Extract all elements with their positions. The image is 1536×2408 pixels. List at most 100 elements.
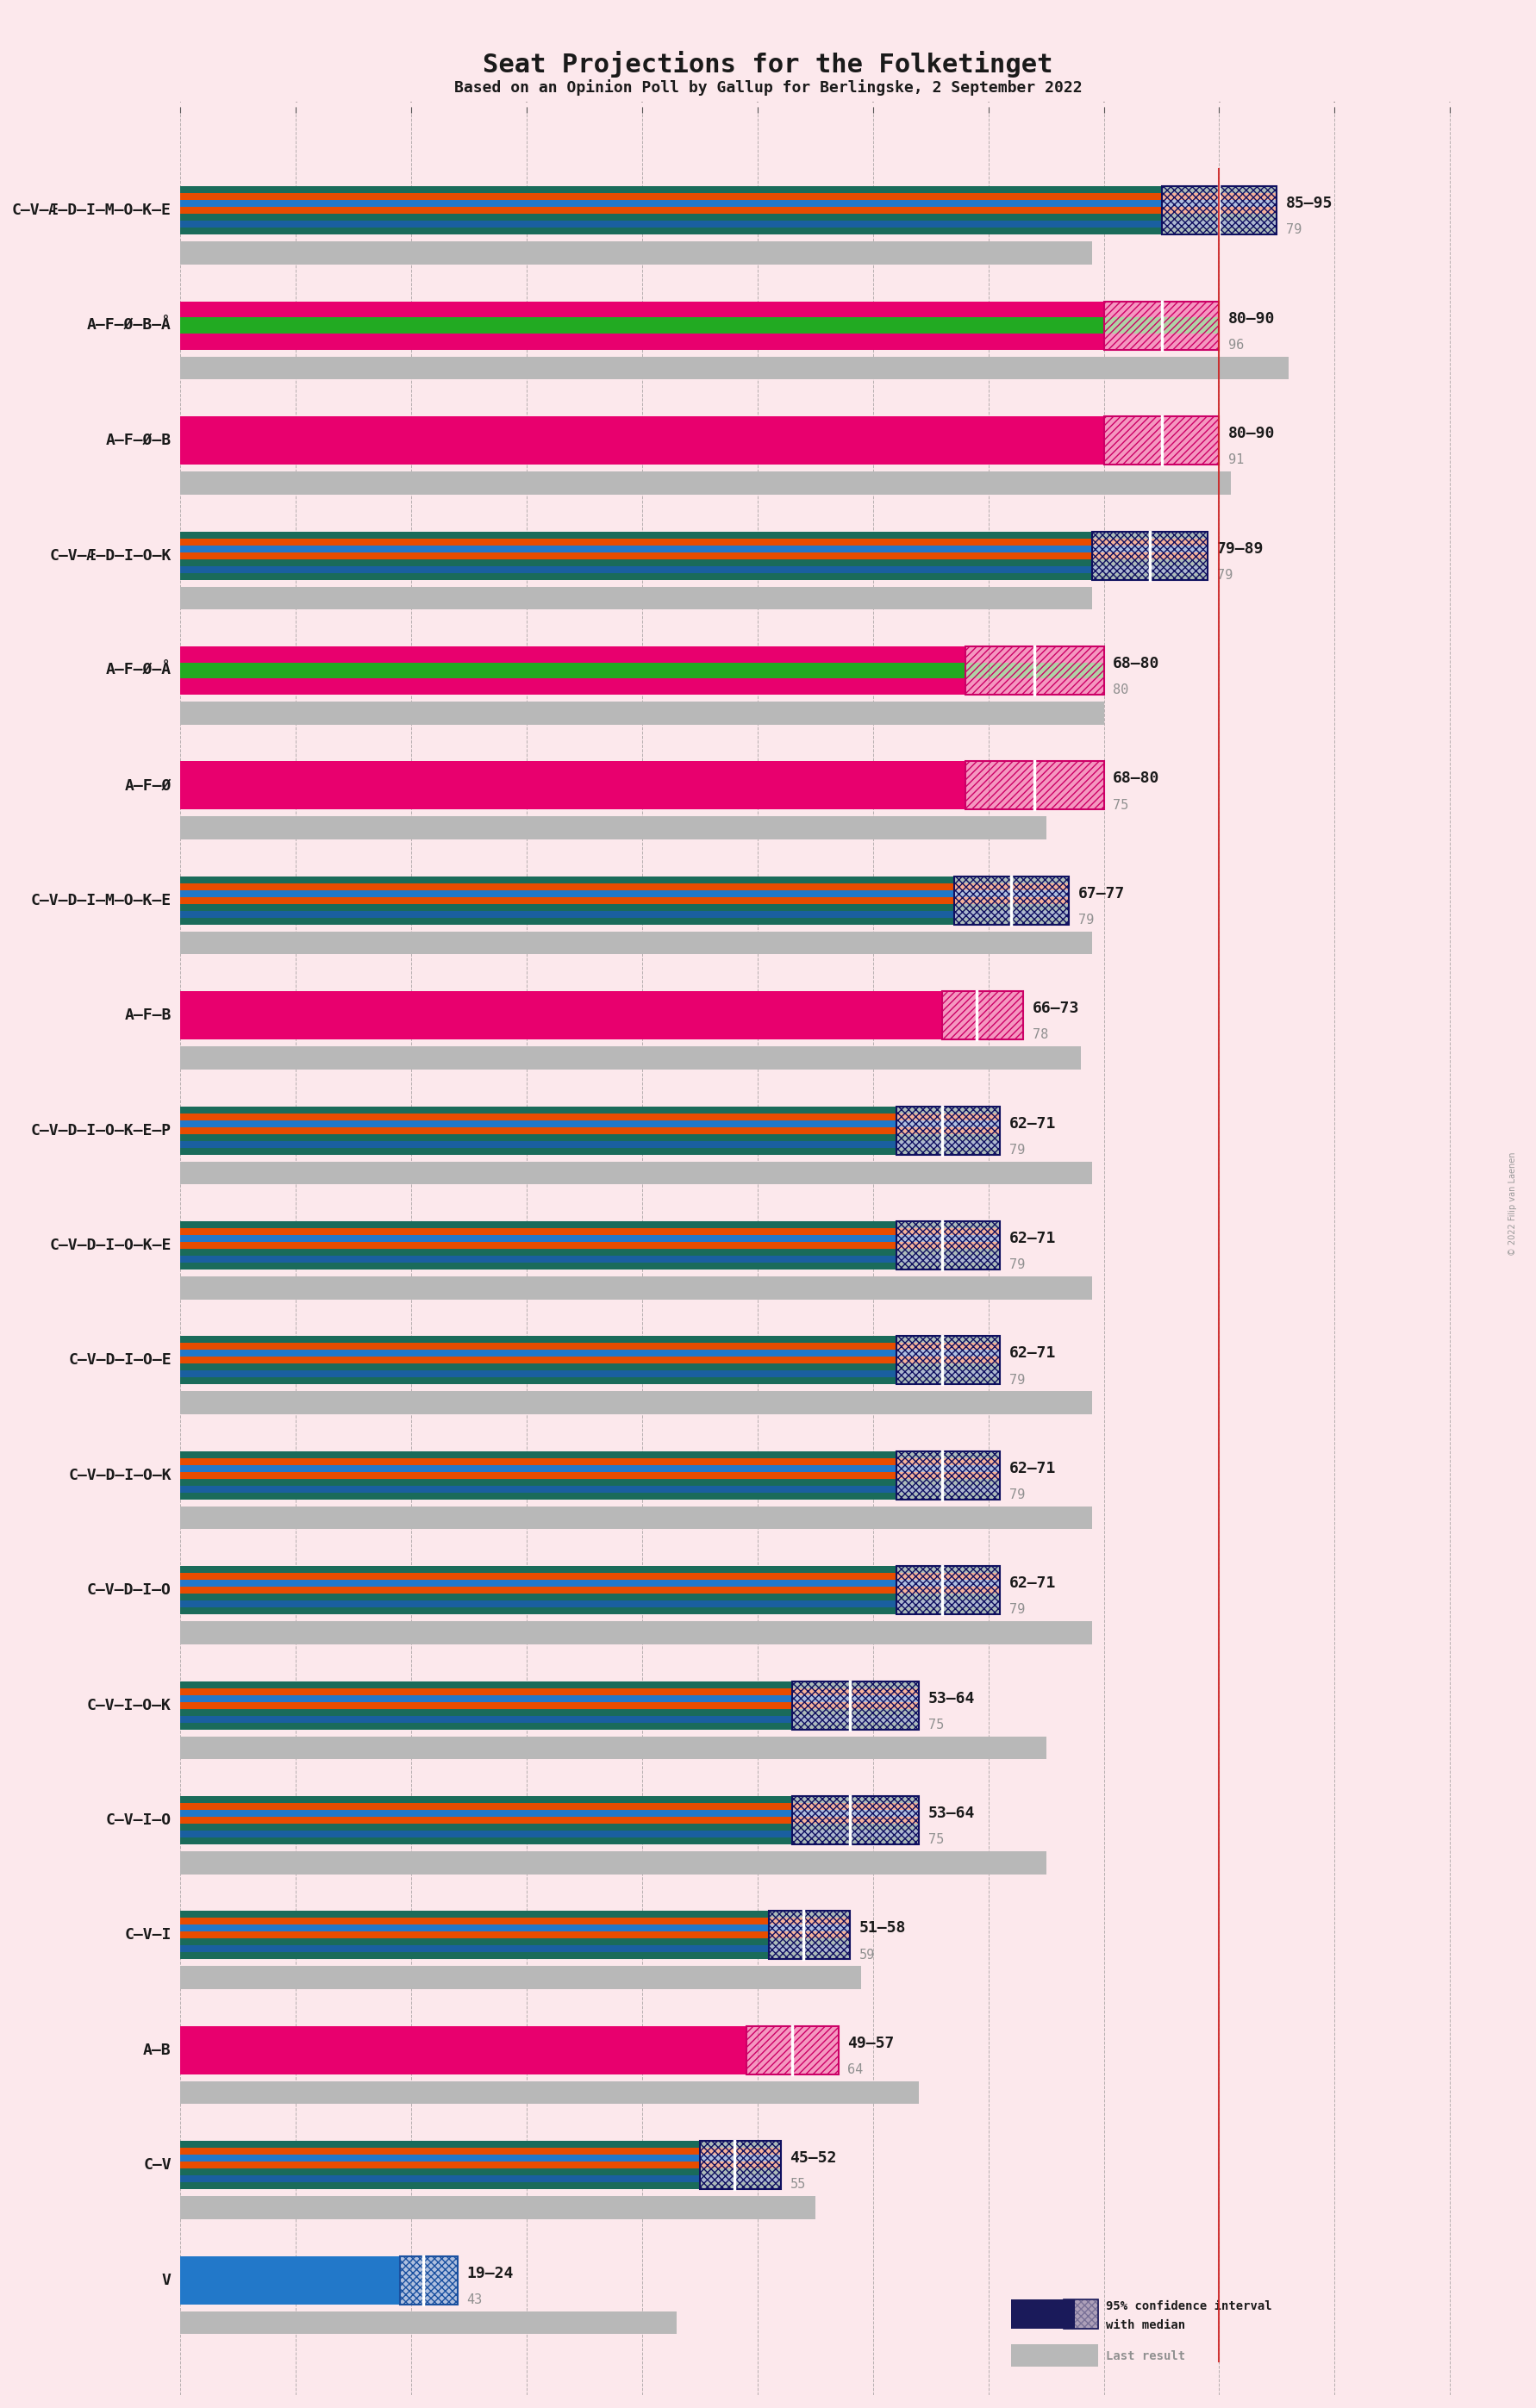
Bar xyxy=(181,1363,895,1370)
Bar xyxy=(965,645,1104,662)
Bar xyxy=(181,1486,895,1493)
Bar xyxy=(181,200,1161,207)
Bar xyxy=(793,1816,919,1823)
Bar xyxy=(181,2182,700,2189)
Bar xyxy=(1092,532,1207,580)
Bar xyxy=(770,1953,849,1960)
Bar xyxy=(793,1796,919,1845)
Bar xyxy=(181,1255,895,1262)
Text: 53–64: 53–64 xyxy=(928,1690,975,1707)
Bar xyxy=(181,1370,895,1377)
Bar xyxy=(793,1796,919,1845)
Bar xyxy=(965,778,1104,795)
Bar xyxy=(1063,2300,1098,2329)
Text: 79: 79 xyxy=(1009,1604,1025,1616)
Bar xyxy=(181,1830,793,1837)
Bar xyxy=(399,2256,458,2304)
Bar xyxy=(965,679,1104,694)
Bar xyxy=(181,1587,895,1594)
Bar xyxy=(700,2155,780,2162)
Bar xyxy=(1104,301,1220,349)
Bar xyxy=(895,1457,1000,1464)
Bar xyxy=(181,1120,895,1127)
Bar xyxy=(895,1479,1000,1486)
Text: 85–95: 85–95 xyxy=(1286,195,1333,212)
Text: with median: with median xyxy=(1106,2319,1186,2331)
Bar xyxy=(895,1565,1000,1613)
Bar xyxy=(746,2025,839,2073)
Bar xyxy=(793,1702,919,1710)
Bar xyxy=(1161,200,1276,207)
Bar xyxy=(181,1681,793,1688)
Bar xyxy=(181,1336,895,1344)
Bar xyxy=(181,917,954,925)
Text: 78: 78 xyxy=(1032,1028,1048,1040)
Bar xyxy=(181,1228,895,1235)
Bar xyxy=(181,472,1230,494)
Text: 64: 64 xyxy=(848,2064,863,2076)
Bar xyxy=(1104,433,1220,448)
Bar xyxy=(700,2148,780,2155)
Bar xyxy=(793,1796,919,1804)
Text: 80–90: 80–90 xyxy=(1229,426,1275,441)
Text: 80–90: 80–90 xyxy=(1229,311,1275,327)
Bar xyxy=(1161,185,1276,193)
Text: C–V–I: C–V–I xyxy=(124,1926,172,1943)
Text: 53–64: 53–64 xyxy=(928,1806,975,1820)
Bar xyxy=(1104,417,1220,465)
Bar xyxy=(181,2155,700,2162)
Text: 66–73: 66–73 xyxy=(1032,1002,1080,1016)
Bar xyxy=(700,2141,780,2148)
Bar xyxy=(181,2170,700,2174)
Bar xyxy=(181,701,1104,725)
Bar xyxy=(181,551,1092,559)
Bar xyxy=(181,1243,895,1250)
Bar xyxy=(181,1351,895,1356)
Bar xyxy=(181,1702,793,1710)
Bar xyxy=(181,539,1092,544)
Bar xyxy=(181,1837,793,1845)
Bar xyxy=(793,1722,919,1729)
Text: 79: 79 xyxy=(1009,1144,1025,1156)
Bar xyxy=(895,1255,1000,1262)
Text: 80: 80 xyxy=(1114,684,1129,696)
Bar xyxy=(181,185,1161,193)
Bar xyxy=(181,1262,895,1269)
Bar xyxy=(181,1572,895,1580)
Bar xyxy=(954,877,1069,925)
Text: 49–57: 49–57 xyxy=(848,2035,894,2052)
Bar xyxy=(1161,207,1276,214)
Bar xyxy=(181,1714,793,1722)
Text: C–V–Æ–D–I–M–O–K–E: C–V–Æ–D–I–M–O–K–E xyxy=(12,202,172,219)
Bar xyxy=(895,1105,1000,1112)
Bar xyxy=(895,1149,1000,1153)
Bar xyxy=(793,1695,919,1702)
Text: © 2022 Filip van Laenen: © 2022 Filip van Laenen xyxy=(1508,1151,1518,1257)
Bar xyxy=(181,1141,895,1149)
Text: C–V–I–O–K: C–V–I–O–K xyxy=(88,1698,172,1712)
Bar xyxy=(181,778,965,795)
Bar xyxy=(895,1580,1000,1587)
Bar xyxy=(181,2042,746,2059)
Bar xyxy=(181,679,965,694)
Text: A–F–B: A–F–B xyxy=(124,1007,172,1023)
Bar xyxy=(1092,566,1207,573)
Bar xyxy=(954,884,1069,891)
Bar xyxy=(700,2182,780,2189)
Bar xyxy=(181,2312,677,2333)
Bar xyxy=(1092,544,1207,551)
Bar xyxy=(181,1457,895,1464)
Bar xyxy=(181,877,954,884)
Text: 59: 59 xyxy=(859,1948,876,1960)
Bar xyxy=(181,573,1092,580)
Bar xyxy=(181,1161,1092,1185)
Bar xyxy=(181,1938,770,1946)
Bar xyxy=(793,1710,919,1714)
Bar xyxy=(181,356,1289,380)
Bar xyxy=(700,2162,780,2170)
Text: 79: 79 xyxy=(1217,568,1232,580)
Bar xyxy=(895,1221,1000,1269)
Bar xyxy=(1104,335,1220,349)
Bar xyxy=(181,932,1092,954)
Bar xyxy=(942,992,1023,1040)
